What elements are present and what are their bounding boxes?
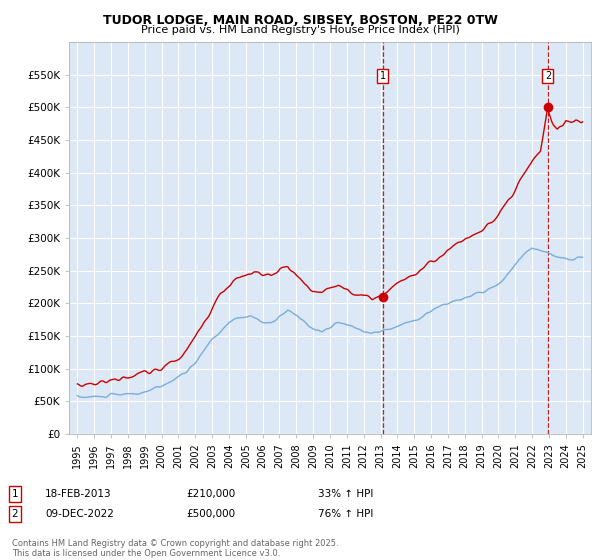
Text: TUDOR LODGE, MAIN ROAD, SIBSEY, BOSTON, PE22 0TW: TUDOR LODGE, MAIN ROAD, SIBSEY, BOSTON, …	[103, 14, 497, 27]
Text: Price paid vs. HM Land Registry's House Price Index (HPI): Price paid vs. HM Land Registry's House …	[140, 25, 460, 35]
Text: 09-DEC-2022: 09-DEC-2022	[45, 509, 114, 519]
Text: 2: 2	[11, 509, 19, 519]
Text: £500,000: £500,000	[186, 509, 235, 519]
Text: 18-FEB-2013: 18-FEB-2013	[45, 489, 112, 499]
Text: 2: 2	[545, 71, 551, 81]
Text: Contains HM Land Registry data © Crown copyright and database right 2025.
This d: Contains HM Land Registry data © Crown c…	[12, 539, 338, 558]
Text: 1: 1	[11, 489, 19, 499]
Text: 76% ↑ HPI: 76% ↑ HPI	[318, 509, 373, 519]
Text: 1: 1	[379, 71, 386, 81]
Text: £210,000: £210,000	[186, 489, 235, 499]
Text: 33% ↑ HPI: 33% ↑ HPI	[318, 489, 373, 499]
